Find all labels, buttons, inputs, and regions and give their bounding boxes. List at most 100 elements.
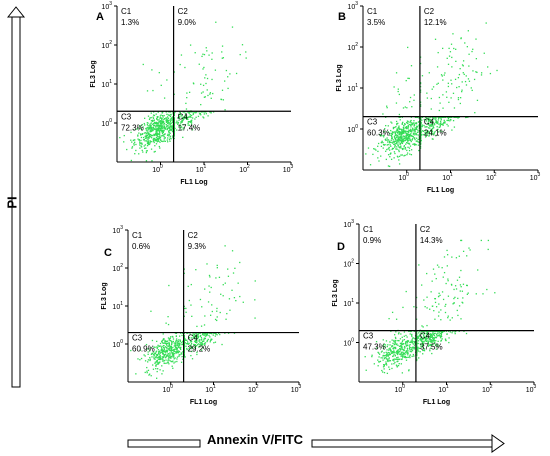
data-point bbox=[430, 336, 433, 338]
data-point bbox=[403, 331, 406, 333]
data-point bbox=[203, 53, 206, 56]
data-point bbox=[254, 317, 256, 319]
data-point bbox=[407, 126, 409, 129]
data-point bbox=[160, 122, 162, 125]
data-point bbox=[406, 342, 409, 344]
data-point bbox=[184, 66, 186, 69]
data-point bbox=[160, 351, 162, 354]
data-point bbox=[169, 352, 171, 354]
data-point bbox=[412, 343, 414, 345]
data-point bbox=[380, 155, 382, 157]
data-point bbox=[190, 337, 193, 339]
data-point bbox=[157, 344, 159, 346]
y-tick-label: 101 bbox=[343, 298, 354, 308]
data-point bbox=[435, 330, 437, 332]
data-point bbox=[203, 117, 205, 119]
data-point bbox=[189, 345, 192, 347]
data-point bbox=[445, 303, 447, 306]
data-point bbox=[174, 332, 177, 334]
data-point bbox=[412, 143, 414, 145]
data-point bbox=[156, 361, 158, 363]
data-point bbox=[419, 89, 422, 91]
data-point bbox=[394, 354, 397, 356]
data-point bbox=[405, 137, 408, 139]
data-point bbox=[435, 336, 438, 339]
data-point bbox=[420, 131, 423, 133]
data-point bbox=[473, 78, 476, 81]
data-point bbox=[382, 143, 385, 146]
data-point bbox=[438, 123, 440, 125]
data-point bbox=[421, 116, 424, 118]
data-point bbox=[178, 345, 180, 347]
data-point bbox=[222, 99, 225, 101]
data-point bbox=[462, 72, 464, 74]
data-point bbox=[403, 345, 406, 348]
data-point bbox=[382, 347, 385, 350]
quadrant-percent-c4: 17.4% bbox=[178, 123, 201, 132]
data-point bbox=[379, 135, 382, 137]
data-point bbox=[204, 335, 207, 337]
data-point bbox=[437, 122, 439, 124]
data-point bbox=[429, 129, 432, 131]
data-point bbox=[399, 143, 401, 146]
data-point bbox=[201, 341, 203, 344]
data-point bbox=[441, 267, 443, 269]
data-point bbox=[154, 128, 156, 131]
data-point bbox=[131, 146, 134, 148]
data-point bbox=[438, 109, 440, 112]
data-point bbox=[440, 332, 443, 334]
data-point bbox=[162, 140, 164, 143]
data-point bbox=[395, 364, 398, 366]
data-point bbox=[382, 147, 384, 149]
data-point bbox=[144, 371, 146, 374]
x-axis-label: FL1 Log bbox=[180, 179, 207, 186]
data-point bbox=[434, 273, 436, 275]
data-point bbox=[429, 120, 431, 122]
data-point bbox=[145, 343, 148, 346]
data-point bbox=[163, 345, 165, 347]
data-point bbox=[158, 120, 160, 123]
data-point bbox=[419, 120, 422, 123]
data-point bbox=[189, 111, 191, 113]
data-point bbox=[178, 355, 180, 358]
data-point bbox=[154, 122, 156, 124]
data-point bbox=[429, 350, 431, 352]
data-point bbox=[158, 126, 160, 128]
data-point bbox=[402, 140, 405, 143]
data-point bbox=[460, 239, 463, 242]
data-point bbox=[216, 310, 218, 312]
data-point bbox=[417, 129, 419, 131]
data-point bbox=[426, 272, 428, 275]
data-point bbox=[440, 319, 442, 321]
data-point bbox=[410, 119, 412, 122]
data-point bbox=[391, 136, 393, 138]
data-point bbox=[403, 127, 405, 130]
data-point bbox=[202, 116, 204, 118]
data-point bbox=[185, 345, 187, 347]
data-point bbox=[157, 122, 160, 124]
data-point bbox=[406, 149, 408, 152]
data-point bbox=[173, 118, 175, 120]
data-point bbox=[419, 119, 422, 121]
data-point bbox=[158, 71, 160, 74]
data-point bbox=[406, 137, 409, 139]
data-point bbox=[150, 136, 152, 138]
data-point bbox=[457, 116, 460, 118]
data-point bbox=[171, 120, 173, 122]
x-tick-exponent: 1 bbox=[446, 384, 449, 390]
data-point bbox=[402, 138, 404, 141]
data-point bbox=[162, 111, 164, 113]
data-point bbox=[387, 148, 389, 150]
data-point bbox=[159, 147, 161, 149]
data-point bbox=[149, 140, 152, 142]
data-point bbox=[186, 342, 189, 345]
data-point bbox=[459, 102, 461, 105]
data-point bbox=[414, 341, 416, 343]
data-point bbox=[168, 122, 171, 124]
x-tick-label: 103 bbox=[526, 384, 537, 394]
data-point bbox=[153, 140, 155, 142]
data-point bbox=[219, 333, 221, 336]
data-point bbox=[408, 123, 411, 126]
data-point bbox=[182, 351, 184, 353]
data-point bbox=[195, 116, 197, 118]
